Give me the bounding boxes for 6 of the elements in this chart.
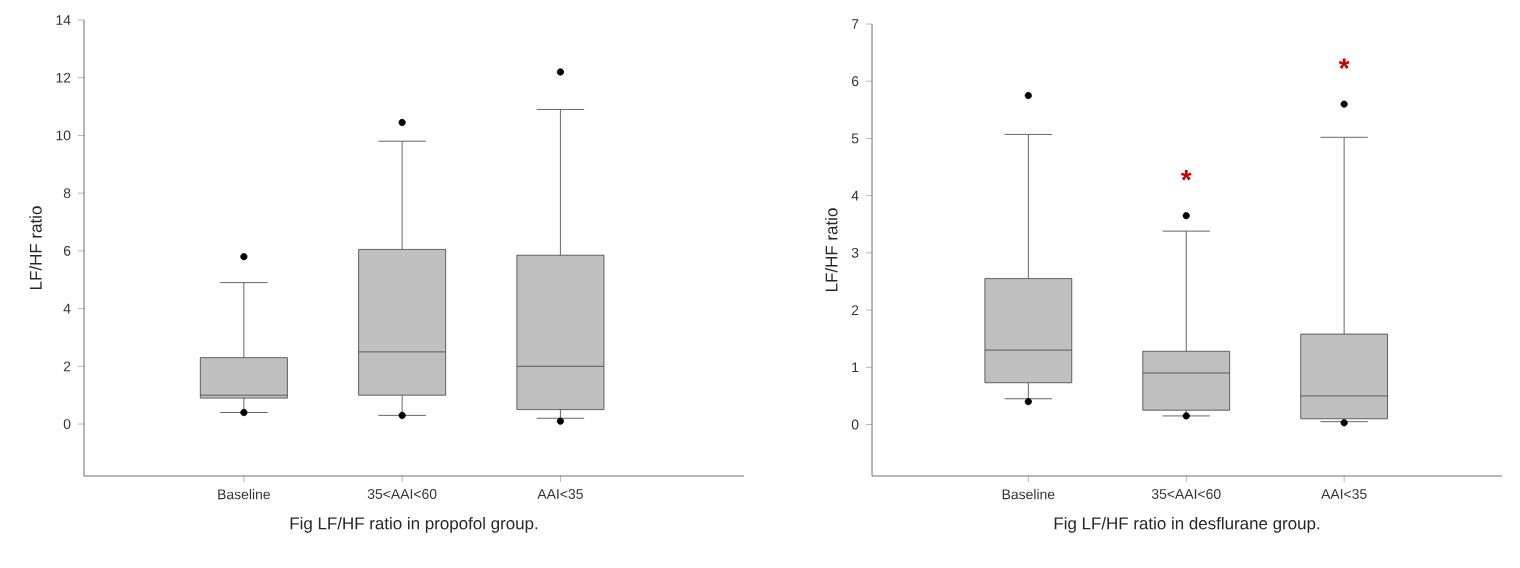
y-axis-title: LF/HF ratio [825,208,838,291]
x-axis-title: Fig LF/HF ratio in desflurane group. [1054,516,1320,533]
annotation: * [1338,58,1350,69]
y-axis-title: LF/HF ratio [29,206,42,289]
annotation: * [1180,170,1192,181]
x-axis-title: Fig LF/HF ratio in propofol group. [290,516,538,533]
